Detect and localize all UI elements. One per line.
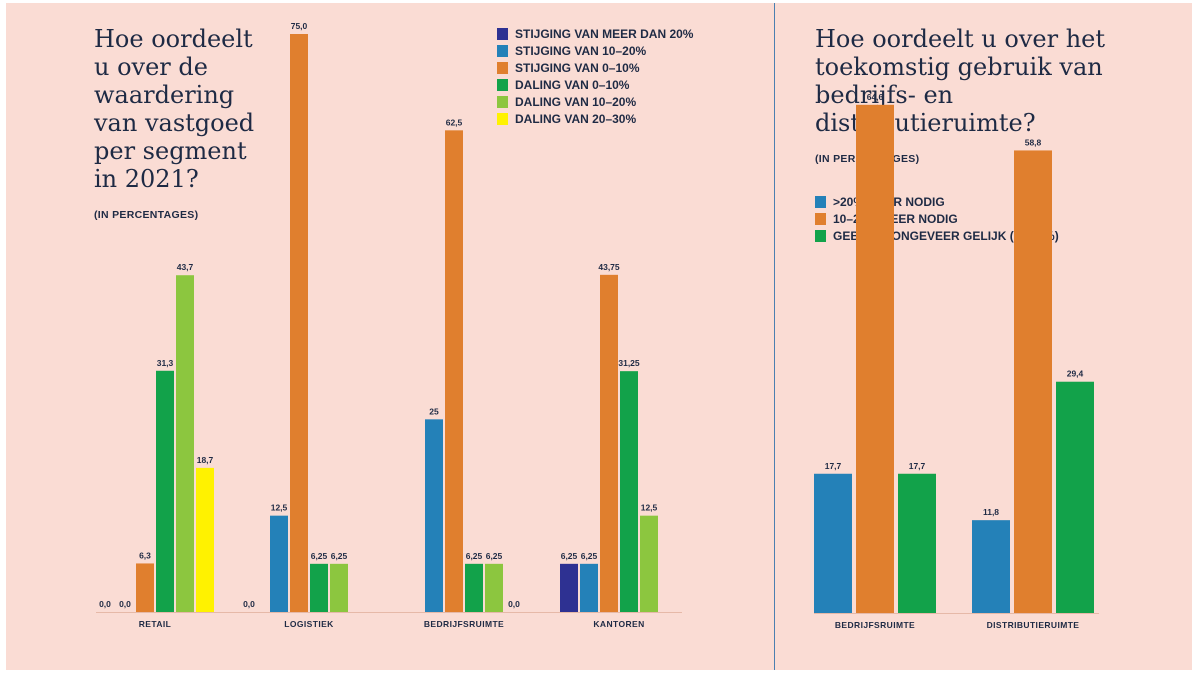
category-label-bedrijfsruimte: BEDRIJFSRUIMTE	[835, 620, 915, 630]
legend-label: STIJGING VAN 0–10%	[515, 60, 640, 75]
bar-kantoren-stijging-van-10-20	[580, 563, 598, 612]
data-label: 6,25	[466, 551, 483, 561]
data-label: 43,7	[177, 262, 194, 272]
legend-swatch	[497, 61, 508, 74]
chart1-legend: STIJGING VAN MEER DAN 20% STIJGING VAN 10…	[497, 25, 693, 127]
data-label: 6,25	[581, 551, 598, 561]
data-label: 0,0	[99, 599, 111, 609]
data-label: 31,25	[618, 358, 640, 368]
legend-swatch	[497, 112, 508, 125]
data-label: 29,4	[1067, 369, 1084, 379]
data-label: 62,5	[446, 117, 463, 127]
data-label: 0,0	[508, 599, 520, 609]
data-label: 43,75	[598, 262, 620, 272]
bar-bedrijfsruimte-daling-van-10-20	[485, 563, 503, 612]
legend-label: STIJGING VAN MEER DAN 20%	[515, 26, 694, 41]
data-label: 17,7	[909, 461, 926, 471]
data-label: 6,25	[311, 551, 328, 561]
panel-divider	[774, 3, 775, 670]
bar-logistiek-daling-van-0-10	[310, 563, 328, 612]
data-label: 64,6	[867, 92, 884, 102]
data-label: 25	[429, 406, 439, 416]
bar-bedrijfsruimte-daling-van-0-10	[465, 563, 483, 612]
legend-item-stijging-van-0-10: STIJGING VAN 0–10%	[497, 59, 693, 76]
data-label: 12,5	[271, 503, 288, 513]
chart2-title: Hoe oordeelt u over het toekomstig gebru…	[815, 25, 1106, 137]
bar-retail-daling-van-10-20	[176, 275, 194, 612]
chart1-subtitle: (IN PERCENTAGES)	[94, 209, 199, 221]
bar-logistiek-stijging-van-0-10	[290, 34, 308, 612]
bar-retail-daling-van-20-30	[196, 467, 214, 612]
bar-retail-daling-van-0-10	[156, 370, 174, 612]
bar-bedrijfsruimte-stijging-van-0-10	[445, 130, 463, 612]
data-label: 75,0	[291, 21, 308, 31]
data-label: 0,0	[119, 599, 131, 609]
legend-swatch	[497, 44, 508, 57]
data-label: 0,0	[243, 599, 255, 609]
bar-kantoren-daling-van-0-10	[620, 371, 638, 612]
bar-kantoren-stijging-van-0-10	[600, 274, 618, 612]
category-label-distributieruimte: DISTRIBUTIERUIMTE	[987, 620, 1080, 630]
data-label: 6,25	[561, 551, 578, 561]
legend-swatch	[497, 27, 508, 40]
legend-item-stijging-van-10-20: STIJGING VAN 10–20%	[497, 42, 693, 59]
legend-item-stijging-van-meer-dan-20: STIJGING VAN MEER DAN 20%	[497, 25, 693, 42]
legend-label: STIJGING VAN 10–20%	[515, 43, 647, 58]
bar-retail-stijging-van-0-10	[136, 563, 154, 612]
legend-label: DALING VAN 0–10%	[515, 77, 630, 92]
bar-bedrijfsruimte-20-meer-nodig	[814, 473, 852, 613]
legend-item-daling-van-20-30: DALING VAN 20–30%	[497, 110, 693, 127]
data-label: 31,3	[157, 358, 174, 368]
bar-bedrijfsruimte-stijging-van-10-20	[425, 419, 443, 612]
category-label-retail: RETAIL	[139, 619, 171, 629]
bar-distributieruimte-20-meer-nodig	[972, 520, 1010, 613]
data-label: 6,25	[486, 551, 503, 561]
bar-bedrijfsruimte-10-20-meer-nodig	[856, 104, 894, 614]
category-label-kantoren: KANTOREN	[593, 619, 644, 629]
data-label: 58,8	[1025, 137, 1042, 147]
bar-distributieruimte-10-20-meer-nodig	[1014, 150, 1052, 613]
legend-label: DALING VAN 10–20%	[515, 94, 637, 109]
data-label: 6,25	[331, 551, 348, 561]
legend-swatch	[815, 212, 826, 225]
data-label: 18,7	[197, 455, 214, 465]
legend-swatch	[497, 95, 508, 108]
bar-kantoren-daling-van-10-20	[640, 515, 658, 612]
bar-logistiek-stijging-van-10-20	[270, 515, 288, 612]
data-label: 12,5	[641, 503, 658, 513]
bar-logistiek-daling-van-10-20	[330, 563, 348, 612]
data-label: 6,3	[139, 550, 151, 560]
category-label-bedrijfsruimte: BEDRIJFSRUIMTE	[424, 619, 504, 629]
legend-swatch	[815, 195, 826, 208]
category-label-logistiek: LOGISTIEK	[284, 619, 334, 629]
chart1-title: Hoe oordeelt u over de waardering van va…	[94, 25, 255, 193]
legend-label: DALING VAN 20–30%	[515, 111, 637, 126]
legend-swatch	[497, 78, 508, 91]
legend-item-daling-van-0-10: DALING VAN 0–10%	[497, 76, 693, 93]
data-label: 17,7	[825, 461, 842, 471]
bar-bedrijfsruimte-gebruik-ongeveer-gelijk-10	[898, 473, 936, 613]
legend-swatch	[815, 229, 826, 242]
bar-kantoren-stijging-van-meer-dan-20	[560, 563, 578, 612]
infographic-canvas: Hoe oordeelt u over de waardering van va…	[6, 3, 1192, 670]
data-label: 11,8	[983, 507, 999, 517]
bar-distributieruimte-gebruik-ongeveer-gelijk-10	[1056, 381, 1094, 613]
legend-item-daling-van-10-20: DALING VAN 10–20%	[497, 93, 693, 110]
